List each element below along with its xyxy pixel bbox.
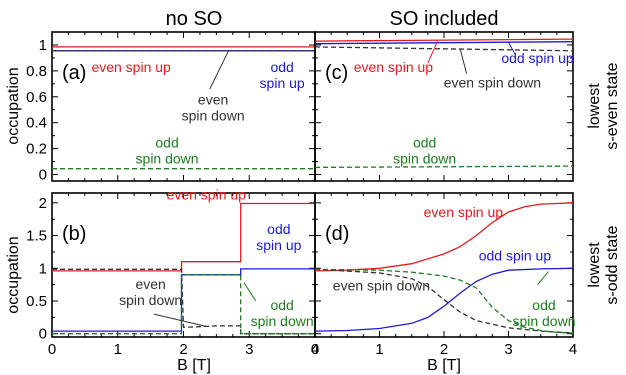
- row-titles: lowests-even state lowests-odd state: [586, 62, 621, 304]
- annotation-leader: [153, 313, 207, 328]
- xlabel-right: B [T]: [427, 357, 461, 374]
- row-title: lowests-odd state: [586, 225, 621, 304]
- ylabel-top: occupation: [5, 67, 22, 144]
- annotation-leader: [243, 282, 257, 302]
- panel-label: (a): [62, 62, 86, 84]
- annotation-label: even spin up: [354, 59, 434, 75]
- annotation-leader: [508, 42, 516, 55]
- y-tick-label: 1: [39, 37, 47, 54]
- series-group: [52, 202, 315, 335]
- series-line-green-dashed: [315, 165, 573, 169]
- annotation-label: even spin down: [333, 278, 430, 294]
- panels: 0 0.2 0.4 0.6 0.8 1 even spin up even spin down o…: [26, 31, 577, 358]
- series-line-red: [315, 202, 573, 272]
- panel-label: (c): [325, 62, 348, 84]
- y-tick-label: 0: [39, 167, 47, 184]
- x-tick-label: 0: [311, 341, 319, 358]
- annotation-label: odd spin down: [512, 297, 575, 329]
- series-line-blue: [315, 267, 573, 332]
- row-title: lowests-even state: [586, 62, 621, 149]
- series-line-red: [52, 202, 315, 272]
- annotation-leader: [537, 271, 549, 285]
- y-tick-label: 0.4: [26, 115, 47, 132]
- annotation-label: odd spin down: [393, 134, 456, 166]
- xlabel-left: B [T]: [177, 357, 211, 374]
- annotation-label: even spin up: [167, 187, 247, 203]
- annotation-label: odd spin up: [256, 221, 301, 253]
- y-tick-label: 1: [39, 260, 47, 277]
- x-tick-label: 3: [245, 341, 253, 358]
- x-tick-label: 4: [569, 341, 577, 358]
- series-line-black-dashed: [315, 268, 573, 334]
- annotation-leader: [459, 48, 468, 74]
- col-title-noso: no SO: [166, 8, 223, 30]
- annotation-label: odd spin down: [251, 297, 314, 329]
- y-tick-label: 0: [39, 326, 47, 343]
- x-tick-label: 0: [48, 341, 56, 358]
- panel-label: (d): [325, 223, 349, 245]
- series-line-red: [315, 38, 573, 42]
- annotation-leader: [427, 40, 439, 64]
- series-group: [315, 38, 573, 169]
- series-group: [315, 202, 573, 334]
- svg-text:occupation: occupation: [5, 236, 22, 313]
- panel-d: 0 1 2 3 4 even spin up odd spin up even spin do…: [311, 192, 577, 358]
- series-line-green-dashed: [315, 268, 573, 334]
- series-line-black-dashed: [315, 46, 573, 52]
- x-tick-label: 2: [440, 341, 448, 358]
- y-tick-label: 0.6: [26, 89, 47, 106]
- annotation-leader: [209, 51, 229, 90]
- svg-text:occupation: occupation: [5, 67, 22, 144]
- annotation-label: even spin up: [91, 59, 171, 75]
- y-tick-label: 1.5: [26, 228, 47, 245]
- svg-text:lowests-odd state: lowests-odd state: [586, 225, 621, 304]
- panel-b: 0 0.5 1 1.5 2 0 1 2 3 4 even spin up odd spin up even…: [26, 187, 319, 358]
- series-line-blue: [315, 41, 573, 45]
- y-tick-label: 0.5: [26, 293, 47, 310]
- y-tick-label: 2: [39, 195, 47, 212]
- x-tick-label: 4: [311, 341, 319, 358]
- y-tick-label: 0.2: [26, 141, 47, 158]
- x-tick-label: 2: [179, 341, 187, 358]
- annotation-label: even spin up: [424, 204, 504, 220]
- annotation-label: even spin down: [444, 75, 541, 91]
- x-tick-label: 1: [114, 341, 122, 358]
- annotation-label: even spin down: [182, 92, 245, 124]
- panel-label: (b): [62, 223, 86, 245]
- col-title-so: SO included: [390, 8, 499, 30]
- annotation-label: odd spin down: [136, 134, 199, 166]
- y-tick-label: 0.8: [26, 63, 47, 80]
- series-group: [52, 46, 315, 170]
- annotation-label: odd spin up: [479, 247, 552, 263]
- ylabel-bottom: occupation: [5, 236, 22, 313]
- annotation-label: odd spin up: [501, 50, 574, 66]
- svg-text:lowests-even state: lowests-even state: [586, 62, 621, 149]
- annotation-label: even spin down: [119, 276, 182, 308]
- x-tick-label: 3: [504, 341, 512, 358]
- panel-c: even spin up odd spin up even spin down odd…: [314, 31, 574, 182]
- panel-a: 0 0.2 0.4 0.6 0.8 1 even spin up even spin down o…: [26, 31, 316, 184]
- x-tick-label: 1: [375, 341, 383, 358]
- annotation-label: odd spin up: [260, 59, 305, 91]
- series-line-green-dashed: [52, 274, 315, 335]
